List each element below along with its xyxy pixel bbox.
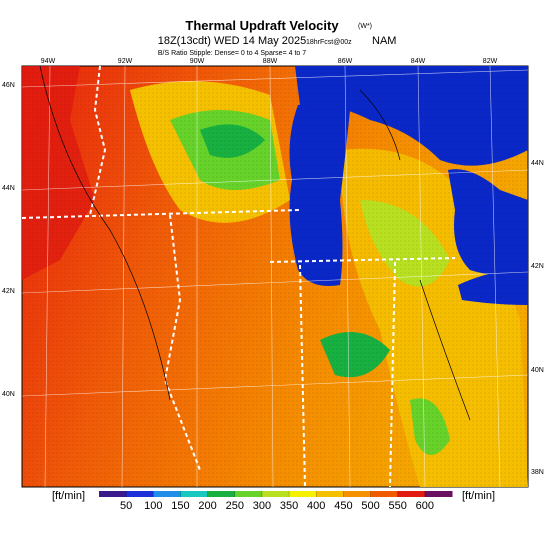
colorbar-unit-right: [ft/min] xyxy=(462,490,495,502)
colorbar-segment xyxy=(370,491,399,497)
colorbar: [ft/min] [ft/min] 50 100 150 200 250 300 350 40… xyxy=(52,490,495,512)
colorbar-segment xyxy=(289,491,317,497)
lon-label: 88W xyxy=(263,58,278,65)
lat-label: 42N xyxy=(2,288,15,295)
model: NAM xyxy=(372,35,396,47)
colorbar-segment xyxy=(234,491,263,497)
map xyxy=(21,65,529,488)
colorbar-segment xyxy=(99,491,127,497)
lat-label: 46N xyxy=(2,82,15,89)
lon-label: 84W xyxy=(411,58,426,65)
colorbar-tick-label: 250 xyxy=(226,500,244,512)
lat-label: 42N xyxy=(531,263,544,270)
lon-label: 86W xyxy=(338,58,353,65)
colorbar-segment xyxy=(343,491,372,497)
lon-label: 82W xyxy=(483,58,498,65)
stipple-note: B/S Ratio Stipple: Dense= 0 to 4 Sparse=… xyxy=(158,50,306,57)
colorbar-segment xyxy=(207,491,236,497)
lat-label: 44N xyxy=(2,185,15,192)
valid-time: 18Z(13cdt) WED 14 May 2025 xyxy=(158,35,307,47)
title: Thermal Updraft Velocity xyxy=(185,18,339,33)
colorbar-tick-label: 500 xyxy=(361,500,379,512)
title-unit: (W*) xyxy=(358,23,372,30)
lon-label: 94W xyxy=(41,58,56,65)
forecast: 18hrFcst@00z xyxy=(306,39,352,46)
colorbar-tick-label: 450 xyxy=(334,500,352,512)
lat-label: 38N xyxy=(531,469,544,476)
colorbar-tick-label: 550 xyxy=(389,500,407,512)
stipple xyxy=(22,66,528,487)
colorbar-segment xyxy=(261,491,290,497)
map-labels: 94W 92W 90W 88W 86W 84W 82W 46N 44N 42N 40N 44N 42N 4… xyxy=(2,58,544,476)
colorbar-tick-label: 300 xyxy=(253,500,271,512)
colorbar-segment xyxy=(397,491,426,497)
header: Thermal Updraft Velocity (W*) 18Z(13cdt)… xyxy=(158,18,397,57)
lat-label: 44N xyxy=(531,160,544,167)
state-borders xyxy=(21,65,456,488)
colorbar-segment xyxy=(316,491,344,497)
colorbar-tick-label: 600 xyxy=(416,500,434,512)
colorbar-tick-label: 350 xyxy=(280,500,298,512)
lon-label: 92W xyxy=(118,58,133,65)
colorbar-unit-left: [ft/min] xyxy=(52,490,85,502)
lat-label: 40N xyxy=(531,367,544,374)
colorbar-tick-label: 200 xyxy=(198,500,216,512)
colorbar-tick-label: 400 xyxy=(307,500,325,512)
lon-label: 90W xyxy=(190,58,205,65)
colorbar-tick-label: 150 xyxy=(171,500,189,512)
graticule xyxy=(21,65,529,488)
colorbar-segment xyxy=(126,491,154,497)
colorbar-tick-label: 100 xyxy=(144,500,162,512)
colorbar-segment xyxy=(180,491,209,497)
colorbar-segment xyxy=(153,491,181,497)
colorbar-segment xyxy=(424,491,453,497)
outlines xyxy=(39,65,471,421)
lat-label: 40N xyxy=(2,391,15,398)
colorbar-tick-label: 50 xyxy=(120,500,132,512)
